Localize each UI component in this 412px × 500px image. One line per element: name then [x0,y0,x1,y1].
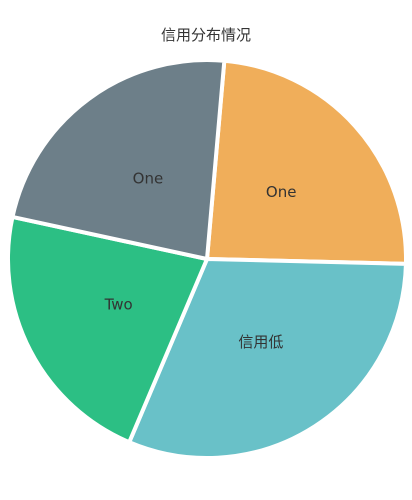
pie-slice-label-1: 信用低 [238,333,283,351]
pie-slice-label-3: One [133,169,164,187]
chart-title: 信用分布情况 [160,26,251,44]
pie-slice-1[interactable] [127,257,408,460]
pie-slice-label-0: One [266,183,297,201]
pie-slices [6,58,408,460]
pie-slice-0[interactable] [205,58,408,266]
pie-slice-label-2: Two [104,295,133,313]
pie-slice-2[interactable] [6,214,209,445]
pie-labels: One 信用低 Two One [104,169,297,351]
pie-slice-3[interactable] [10,58,227,261]
